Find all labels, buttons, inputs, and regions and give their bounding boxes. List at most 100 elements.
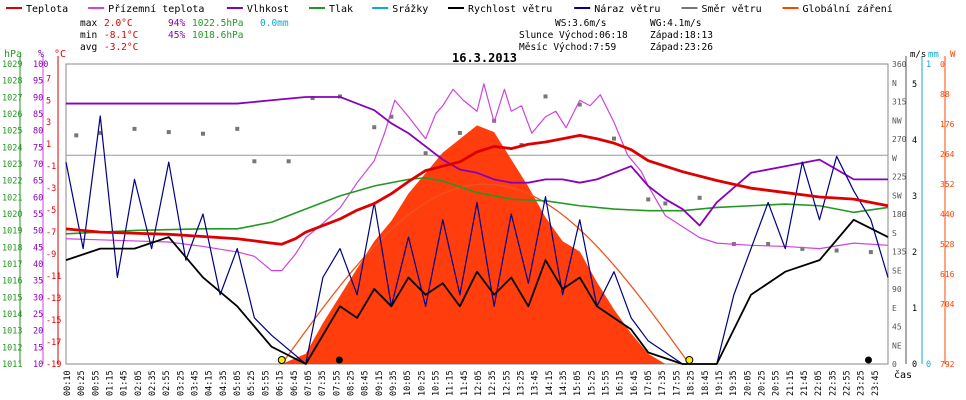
pressure-tick: 1015: [2, 293, 22, 303]
x-tick-label: 10:25: [417, 370, 427, 396]
wind-direction-marker: [372, 125, 377, 130]
sunset-marker: [685, 356, 694, 364]
x-tick-label: 11:15: [446, 370, 456, 396]
x-tick-label: 07:35: [318, 370, 328, 396]
legend-label-3: Tlak: [329, 4, 353, 15]
legend-label-7: Směr větru: [702, 3, 762, 15]
humidity-tick: 15: [33, 343, 43, 353]
x-tick-label: 02:55: [162, 370, 172, 396]
x-tick-label: 07:55: [332, 370, 342, 396]
stat-avg-label: avg: [80, 42, 97, 53]
pressure-tick: 1027: [2, 93, 22, 103]
moonset-marker: [864, 356, 872, 364]
radiation-tick: 176: [940, 120, 955, 129]
x-tick-label: 14:35: [559, 370, 569, 396]
direction-tick: 135: [892, 248, 907, 257]
radiation-tick: 528: [940, 240, 955, 249]
pressure-tick: 1019: [2, 227, 22, 237]
radiation-tick: 88: [940, 90, 950, 99]
x-tick-label: 19:35: [729, 370, 739, 396]
wind-direction-marker: [132, 126, 137, 131]
x-tick-label: 22:55: [842, 370, 852, 396]
wind-tick: 5: [912, 80, 917, 90]
pressure-tick: 1014: [2, 310, 22, 320]
axis-unit-w: W: [950, 50, 956, 60]
direction-tick: S: [892, 229, 897, 238]
pressure-tick: 1012: [2, 343, 22, 353]
direction-tick: 45: [892, 323, 902, 332]
humidity-tick: 35: [33, 277, 43, 287]
direction-tick: E: [892, 304, 897, 313]
wind-direction-marker: [423, 151, 428, 156]
wind-direction-marker: [577, 102, 582, 107]
direction-tick: N: [892, 79, 897, 88]
stat-max-temp: 2.0°C: [104, 18, 133, 29]
series-vlhkost: [66, 96, 888, 227]
direction-tick: SE: [892, 266, 902, 275]
x-tick-label: 05:55: [261, 370, 271, 396]
stat-max-press: 1022.5hPa: [192, 18, 243, 29]
temp-tick: -11: [46, 272, 61, 282]
x-tick-label: 08:45: [361, 370, 371, 396]
x-tick-label: 01:45: [120, 370, 130, 396]
temp-tick: -15: [46, 316, 61, 326]
humidity-tick: 85: [33, 110, 43, 120]
x-tick-label: 06:45: [290, 370, 300, 396]
wind-direction-marker: [868, 250, 873, 255]
humidity-tick: 90: [33, 93, 43, 103]
wind-tick: 0: [912, 360, 917, 370]
x-tick-label: 08:25: [346, 370, 356, 396]
x-tick-label: 21:15: [786, 370, 796, 396]
stat-min-label: min: [80, 30, 97, 41]
x-tick-label: 20:55: [772, 370, 782, 396]
x-tick-label: 05:05: [233, 370, 243, 396]
humidity-tick: 50: [33, 227, 43, 237]
wind-direction-marker: [766, 242, 771, 246]
x-tick-label: 10:55: [431, 370, 441, 396]
temp-tick: -5: [46, 206, 56, 216]
temp-tick: 5: [46, 96, 51, 106]
humidity-tick: 100: [33, 60, 48, 70]
humidity-tick: 95: [33, 77, 43, 87]
x-tick-label: 04:35: [219, 370, 229, 396]
x-tick-label: 15:55: [602, 370, 612, 396]
wind-wg: WG:4.1m/s: [650, 18, 701, 29]
axis-unit-pct: %: [38, 49, 44, 60]
x-tick-label: 17:05: [644, 370, 654, 396]
axis-unit-ms: m/s: [910, 50, 926, 60]
legend-label-6: Náraz větru: [594, 3, 660, 15]
stat-min-hum: 45%: [168, 30, 185, 41]
stat-avg-temp: -3.2°C: [104, 42, 138, 53]
temp-tick: 7: [46, 74, 51, 84]
x-tick-label: 18:25: [687, 370, 697, 396]
temp-tick: -1: [46, 162, 56, 172]
wind-tick: 1: [912, 304, 917, 314]
x-tick-label: 19:15: [715, 370, 725, 396]
wind-ws: WS:3.6m/s: [555, 18, 606, 29]
direction-tick: NW: [892, 116, 902, 125]
stat-max-rain: 0.0mm: [260, 18, 289, 29]
temp-tick: -19: [46, 360, 61, 370]
temp-tick: -3: [46, 184, 56, 194]
wind-direction-marker: [543, 94, 548, 99]
x-tick-label: 12:55: [502, 370, 512, 396]
wind-direction-marker: [663, 201, 668, 206]
x-tick-label: 13:45: [531, 370, 541, 396]
x-tick-label: 11:45: [460, 370, 470, 396]
wind-tick: 3: [912, 192, 917, 202]
pressure-tick: 1013: [2, 327, 22, 337]
x-tick-label: 09:15: [375, 370, 385, 396]
wind-direction-marker: [389, 114, 394, 119]
direction-tick: SW: [892, 191, 902, 200]
x-tick-label: 05:25: [247, 370, 257, 396]
pressure-tick: 1022: [2, 177, 22, 187]
humidity-tick: 40: [33, 260, 43, 270]
stat-min-press: 1018.6hPa: [192, 30, 243, 41]
axis-unit-degc: °C: [54, 49, 66, 60]
pressure-tick: 1026: [2, 110, 22, 120]
sunrise-marker: [277, 356, 286, 364]
direction-tick: 270: [892, 135, 907, 144]
series-teplota: [65, 134, 889, 246]
legend-label-4: Srážky: [392, 3, 428, 15]
moonrise-marker: [335, 356, 343, 364]
